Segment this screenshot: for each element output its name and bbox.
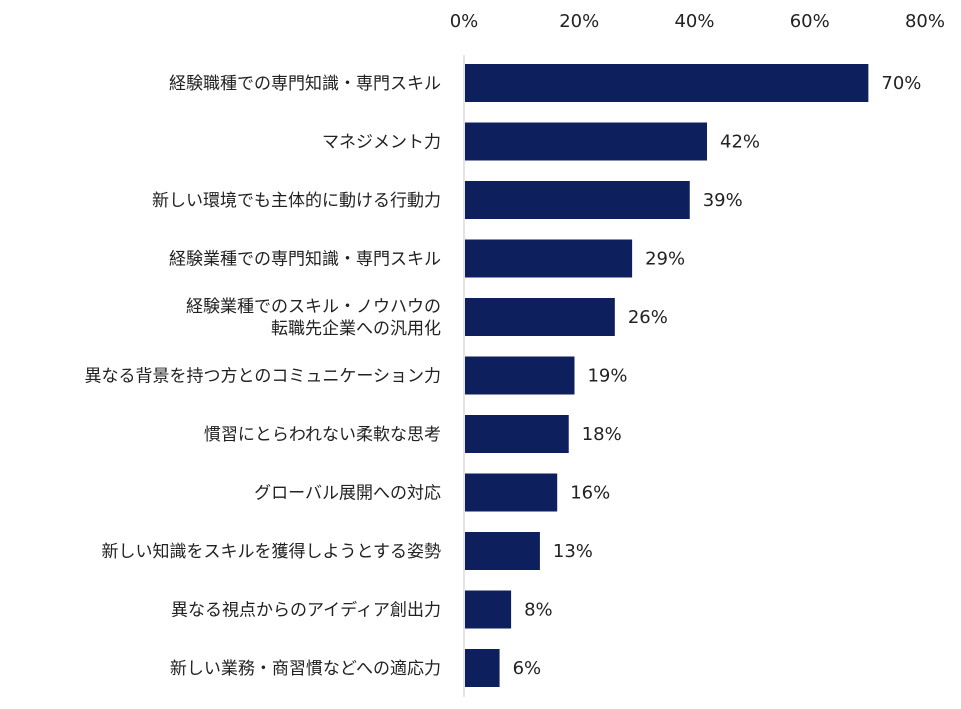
data-label: 13%: [553, 541, 593, 562]
bar: [465, 122, 708, 161]
x-tick-label: 20%: [559, 11, 599, 32]
data-labels: 70% 42% 39% 29% 26% 19% 18% 16% 13% 8% 6%: [513, 73, 922, 679]
x-tick-label: 60%: [790, 11, 830, 32]
data-label: 16%: [570, 483, 610, 504]
category-label: 経験業種でのスキル・ノウハウの転職先企業への汎用化: [186, 297, 441, 339]
category-label: マネジメント力: [322, 133, 441, 153]
category-label: 新しい環境でも主体的に動ける行動力: [152, 191, 441, 211]
data-label: 6%: [513, 658, 542, 679]
category-label: 異なる背景を持つ方とのコミュニケーション力: [85, 367, 442, 387]
data-label: 70%: [881, 73, 921, 94]
data-label: 26%: [628, 307, 668, 328]
x-tick-label: 80%: [905, 11, 945, 32]
bar: [465, 239, 633, 278]
data-label: 19%: [587, 366, 627, 387]
bar: [465, 181, 690, 219]
bar: [465, 649, 500, 687]
bar: [465, 590, 512, 629]
bar: [465, 298, 615, 336]
category-label: 新しい知識をスキルを獲得しようとする姿勢: [102, 542, 442, 562]
data-label: 39%: [703, 190, 743, 211]
category-labels: 経験職種での専門知識・専門スキルマネジメント力新しい環境でも主体的に動ける行動力…: [85, 74, 442, 679]
category-label: 慣習にとらわれない柔軟な思考: [204, 425, 441, 445]
bar: [465, 415, 569, 453]
bar: [465, 356, 575, 395]
category-label: 経験業種での専門知識・専門スキル: [169, 250, 441, 270]
category-label: 異なる視点からのアイディア創出力: [171, 600, 441, 621]
data-label: 8%: [524, 600, 553, 621]
data-label: 42%: [720, 132, 760, 153]
data-label: 18%: [582, 424, 622, 445]
category-label: 新しい業務・商習慣などへの適応力: [170, 659, 441, 679]
x-axis-ticks: 0% 20% 40% 60% 80%: [450, 11, 945, 32]
category-label: 経験職種での専門知識・専門スキル: [169, 74, 441, 94]
bar: [465, 532, 540, 570]
x-tick-label: 0%: [450, 11, 479, 32]
bar: [465, 473, 558, 512]
category-label: グローバル展開への対応: [254, 484, 441, 504]
bars: [465, 64, 869, 687]
data-label: 29%: [645, 249, 685, 270]
x-tick-label: 40%: [674, 11, 714, 32]
bar: [465, 64, 869, 102]
